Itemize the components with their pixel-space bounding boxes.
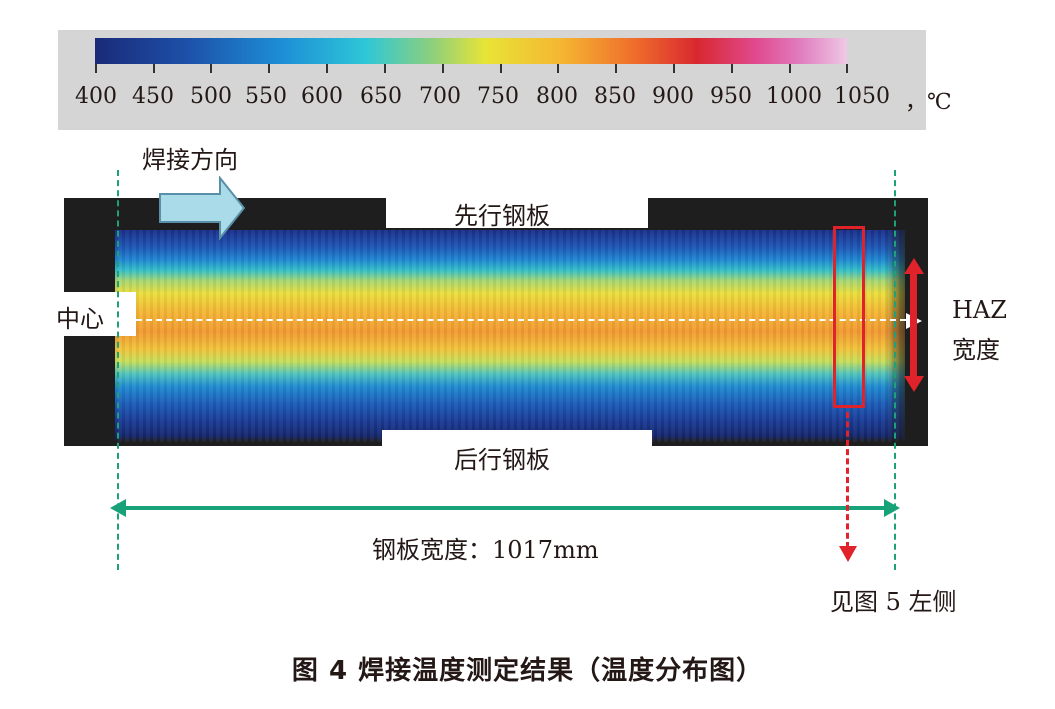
center-label: 中心 bbox=[56, 305, 104, 333]
see-figure-label: 见图 5 左侧 bbox=[830, 588, 957, 616]
colorbar-tick bbox=[846, 64, 848, 73]
plate-width-dimension-line bbox=[122, 506, 890, 510]
weld-direction-arrow-icon bbox=[159, 176, 246, 240]
trailing-plate-label: 后行钢板 bbox=[454, 446, 550, 474]
colorbar-tick bbox=[500, 64, 502, 73]
colorbar-label-400: 400 bbox=[75, 84, 117, 109]
colorbar-label-900: 900 bbox=[652, 84, 694, 109]
leading-plate-notch bbox=[386, 198, 648, 228]
colorbar-label-800: 800 bbox=[536, 84, 578, 109]
haz-arrowhead-up bbox=[904, 258, 924, 274]
plate-width-label: 钢板宽度：1017mm bbox=[372, 536, 599, 564]
center-label-box bbox=[50, 292, 136, 336]
colorbar-tick bbox=[615, 64, 617, 73]
colorbar-label-700: 700 bbox=[419, 84, 461, 109]
colorbar-tick bbox=[153, 64, 155, 73]
colorbar-tick bbox=[268, 64, 270, 73]
haz-arrowhead-down bbox=[904, 376, 924, 392]
colorbar-label-650: 650 bbox=[360, 84, 402, 109]
measurement-region-box bbox=[833, 226, 865, 408]
colorbar-label-550: 550 bbox=[245, 84, 287, 109]
leading-plate-label: 先行钢板 bbox=[454, 202, 550, 230]
colorbar-label-850: 850 bbox=[594, 84, 636, 109]
temperature-band bbox=[115, 230, 905, 442]
plate-right-edge bbox=[885, 230, 907, 442]
colorbar-tick bbox=[442, 64, 444, 73]
width-arrowhead-left bbox=[110, 499, 126, 517]
figure-caption: 图 4 焊接温度测定结果（温度分布图） bbox=[291, 656, 764, 686]
colorbar-tick bbox=[731, 64, 733, 73]
reference-arrowhead bbox=[839, 546, 857, 562]
colorbar-tick bbox=[673, 64, 675, 73]
temperature-colorbar bbox=[95, 38, 847, 64]
plate-left-edge-guide bbox=[117, 170, 119, 570]
colorbar-label-1050: 1050 bbox=[834, 84, 890, 109]
colorbar-label-950: 950 bbox=[710, 84, 752, 109]
weld-direction-label: 焊接方向 bbox=[142, 146, 238, 174]
reference-dashed-line bbox=[846, 412, 849, 548]
haz-width-label: 宽度 bbox=[952, 336, 1000, 364]
trailing-plate-notch bbox=[382, 430, 652, 446]
haz-width-arrow bbox=[910, 272, 917, 380]
colorbar-tick bbox=[789, 64, 791, 73]
colorbar-label-750: 750 bbox=[477, 84, 519, 109]
colorbar-label-1000: 1000 bbox=[766, 84, 822, 109]
colorbar-label-500: 500 bbox=[190, 84, 232, 109]
haz-label: HAZ bbox=[952, 296, 1007, 324]
colorbar-label-450: 450 bbox=[132, 84, 174, 109]
colorbar-tick bbox=[326, 64, 328, 73]
width-arrowhead-right bbox=[884, 499, 900, 517]
colorbar-tick bbox=[384, 64, 386, 73]
plate-right-edge-guide bbox=[894, 170, 896, 570]
center-line bbox=[136, 319, 906, 321]
temperature-unit: ，℃ bbox=[905, 90, 952, 115]
colorbar-label-600: 600 bbox=[301, 84, 343, 109]
colorbar-tick bbox=[210, 64, 212, 73]
colorbar-tick bbox=[557, 64, 559, 73]
colorbar-tick bbox=[95, 64, 97, 73]
thermal-image bbox=[64, 198, 928, 446]
